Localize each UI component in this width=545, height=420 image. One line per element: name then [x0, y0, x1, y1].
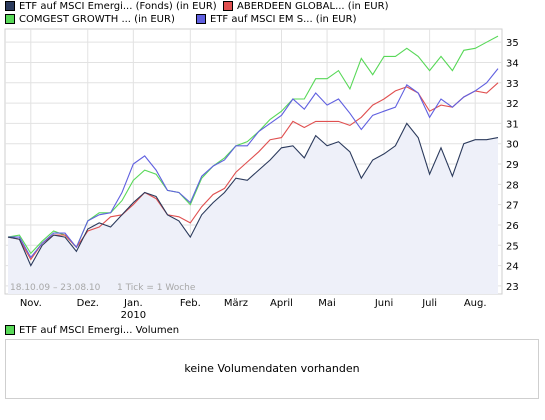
- series-line-3: [8, 68, 499, 259]
- date-range-label: 18.10.09 – 23.08.10: [10, 283, 101, 293]
- y-tick-label: 26: [506, 221, 519, 232]
- legend-swatch-etf-emergi: [5, 1, 15, 11]
- legend-item-aberdeen: ABERDEEN GLOBAL... (in EUR): [223, 1, 388, 13]
- x-tick-label: Feb.: [180, 298, 201, 309]
- area-fill: [8, 123, 498, 295]
- y-tick-label: 24: [506, 262, 519, 273]
- y-tick-label: 33: [506, 79, 519, 90]
- x-axis-ticks: Nov. Dez. Jan.2010 Feb. März April Mai Juni Juli…: [20, 298, 487, 321]
- legend-label-etf-em-s: ETF auf MSCI EM S... (in EUR): [210, 14, 357, 25]
- legend-label-aberdeen: ABERDEEN GLOBAL... (in EUR): [237, 1, 389, 12]
- tick-note-label: 1 Tick = 1 Woche: [117, 283, 196, 293]
- volume-legend-item: ETF auf MSCI Emergi... Volumen: [5, 325, 179, 337]
- legend-item-etf-emergi: ETF auf MSCI Emergi... (Fonds) (in EUR): [5, 1, 217, 13]
- y-tick-label: 32: [506, 99, 519, 110]
- x-tick-label: Dez.: [77, 298, 99, 309]
- volume-legend-swatch: [5, 325, 15, 335]
- x-tick-label: Juni: [374, 298, 393, 309]
- series-line-0: [7, 122, 499, 267]
- legend-label-comgest: COMGEST GROWTH ... (in EUR): [19, 14, 175, 25]
- legend-swatch-aberdeen: [223, 1, 233, 11]
- x-tick-label: 2010: [121, 310, 146, 321]
- y-tick-label: 25: [506, 241, 519, 252]
- x-tick-label: Mai: [318, 298, 336, 309]
- y-tick-label: 28: [506, 180, 519, 191]
- x-tick-label: Jan.: [123, 298, 143, 309]
- y-tick-label: 35: [506, 38, 519, 49]
- x-tick-label: Nov.: [20, 298, 42, 309]
- y-tick-label: 27: [506, 201, 519, 212]
- legend-item-etf-em-s: ETF auf MSCI EM S... (in EUR): [196, 14, 356, 26]
- x-tick-label: März: [224, 298, 248, 309]
- y-tick-label: 31: [506, 119, 519, 130]
- legend-item-comgest: COMGEST GROWTH ... (in EUR): [5, 14, 175, 26]
- y-axis-ticks: 23 24 25 26 27 28 29 30 31 32 33 34 35: [506, 38, 519, 293]
- x-tick-label: April: [270, 298, 293, 309]
- y-tick-label: 23: [506, 282, 519, 293]
- volume-panel: keine Volumendaten vorhanden: [5, 339, 539, 399]
- x-tick-label: Aug.: [464, 298, 487, 309]
- legend-swatch-etf-em-s: [196, 14, 206, 24]
- y-tick-label: 30: [506, 140, 519, 151]
- volume-legend-label: ETF auf MSCI Emergi... Volumen: [19, 325, 180, 336]
- series-lines: [7, 35, 499, 267]
- legend-swatch-comgest: [5, 14, 15, 24]
- x-tick-label: Juli: [421, 298, 437, 309]
- series-area-fill: [8, 123, 498, 295]
- y-tick-label: 34: [506, 58, 519, 69]
- legend-label-etf-emergi: ETF auf MSCI Emergi... (Fonds) (in EUR): [19, 1, 217, 12]
- y-tick-label: 29: [506, 160, 519, 171]
- volume-empty-message: keine Volumendaten vorhanden: [184, 362, 360, 375]
